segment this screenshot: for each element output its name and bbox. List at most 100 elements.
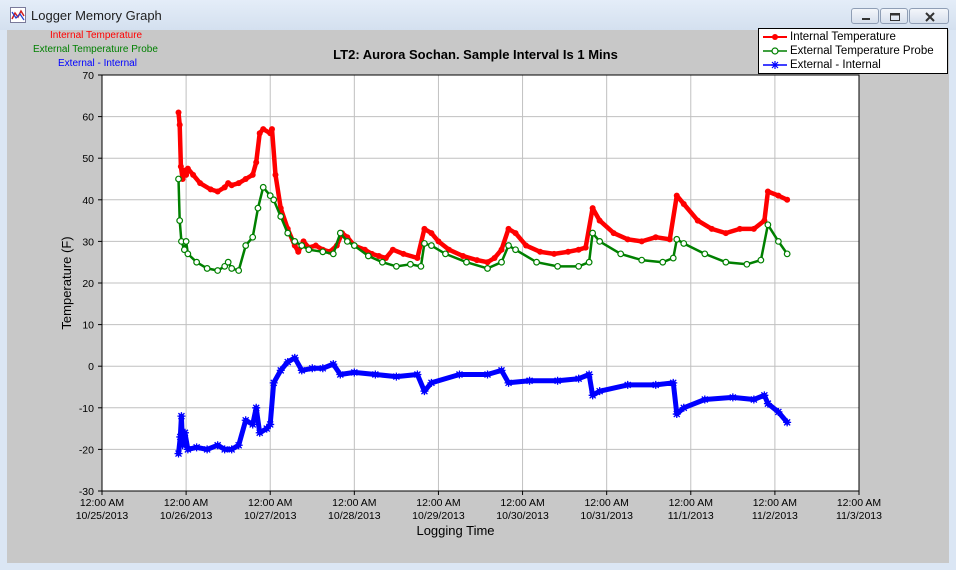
data-point	[259, 183, 267, 191]
data-point	[505, 242, 512, 249]
title-bar[interactable]: Logger Memory Graph	[0, 0, 956, 30]
data-point	[400, 250, 407, 257]
x-tick-label-time: 12:00 AM	[248, 497, 292, 509]
legend-item-difference: External - Internal	[759, 58, 949, 73]
data-point	[554, 262, 562, 270]
data-point	[435, 238, 442, 245]
x-tick-label-date: 10/25/2013	[76, 510, 129, 522]
x-tick-label-time: 12:00 AM	[753, 497, 797, 509]
data-point	[680, 200, 687, 207]
data-point	[484, 259, 491, 266]
data-point	[659, 258, 667, 266]
data-point	[421, 240, 428, 247]
data-point	[551, 250, 558, 257]
data-point	[175, 175, 182, 183]
data-point	[182, 237, 190, 245]
data-point	[308, 364, 317, 373]
data-point	[269, 378, 278, 387]
data-point	[537, 248, 544, 255]
data-point	[235, 267, 243, 274]
data-point	[512, 246, 519, 254]
data-point	[197, 180, 204, 187]
data-point	[414, 255, 421, 262]
data-point	[175, 109, 182, 116]
data-point	[736, 225, 743, 232]
y-tick-label: -30	[79, 486, 94, 498]
x-tick-label-date: 11/3/2013	[836, 510, 882, 522]
data-point	[484, 265, 491, 272]
data-point	[249, 233, 257, 241]
close-button[interactable]	[909, 8, 949, 24]
data-point	[221, 262, 229, 270]
data-point	[763, 399, 772, 408]
data-point	[523, 242, 530, 249]
y-axis-label: Temperature (F)	[59, 236, 74, 329]
data-point	[177, 412, 186, 421]
data-point	[256, 130, 263, 137]
window-title: Logger Memory Graph	[31, 8, 162, 23]
data-point	[585, 370, 594, 379]
data-point	[228, 265, 236, 272]
legend-label-internal: Internal Temperature	[790, 31, 896, 43]
data-point	[784, 196, 791, 203]
data-point	[392, 372, 401, 381]
data-point	[176, 121, 183, 128]
y-tick-label: 30	[82, 236, 94, 248]
data-point	[473, 257, 480, 264]
y-tick-label: 40	[82, 195, 94, 207]
data-point	[413, 370, 422, 379]
data-point	[207, 186, 214, 193]
data-point	[407, 260, 414, 268]
data-point	[463, 258, 470, 266]
data-point	[428, 230, 435, 237]
data-point	[680, 240, 688, 247]
data-point	[673, 235, 681, 243]
data-point	[624, 236, 631, 243]
filled-circle-marker-icon	[763, 34, 787, 40]
minimize-button[interactable]	[851, 8, 879, 24]
data-point	[242, 242, 250, 249]
graph-app-icon	[10, 7, 26, 23]
data-point	[180, 428, 189, 437]
data-point	[764, 221, 772, 229]
data-point	[192, 443, 201, 452]
data-point	[343, 237, 351, 245]
legend-item-internal: Internal Temperature	[759, 30, 949, 45]
data-point	[700, 395, 709, 404]
y-tick-label: 70	[82, 70, 94, 82]
x-tick-label-time: 12:00 AM	[80, 497, 124, 509]
data-point	[575, 262, 583, 270]
data-point	[565, 248, 572, 255]
data-point	[295, 248, 302, 255]
data-point	[228, 182, 235, 189]
y-tick-label: 60	[82, 112, 94, 124]
data-point	[248, 420, 257, 429]
data-point	[512, 230, 519, 237]
restore-button[interactable]	[880, 8, 908, 24]
x-tick-label-date: 10/26/2013	[160, 510, 213, 522]
y-tick-label: 50	[82, 153, 94, 165]
legend-label-external: External Temperature Probe	[790, 45, 934, 57]
data-point	[224, 258, 232, 266]
data-point	[722, 258, 730, 266]
data-point	[775, 192, 782, 199]
top-legend-external: External Temperature Probe	[33, 44, 158, 55]
data-point	[184, 250, 192, 258]
data-point	[290, 353, 299, 362]
data-point	[666, 236, 673, 243]
data-point	[329, 360, 338, 369]
data-point	[596, 237, 604, 245]
restore-icon	[890, 13, 900, 21]
y-tick-label: 10	[82, 320, 94, 332]
series-legend: Internal Temperature External Temperatur…	[758, 28, 948, 74]
data-point	[610, 230, 617, 237]
data-point	[392, 262, 400, 270]
x-tick-label-time: 12:00 AM	[500, 497, 544, 509]
data-point	[252, 403, 261, 412]
x-tick-label-time: 12:00 AM	[416, 497, 460, 509]
data-point	[728, 393, 737, 402]
data-point	[203, 265, 211, 272]
data-point	[589, 229, 597, 237]
x-tick-label-time: 12:00 AM	[669, 497, 713, 509]
